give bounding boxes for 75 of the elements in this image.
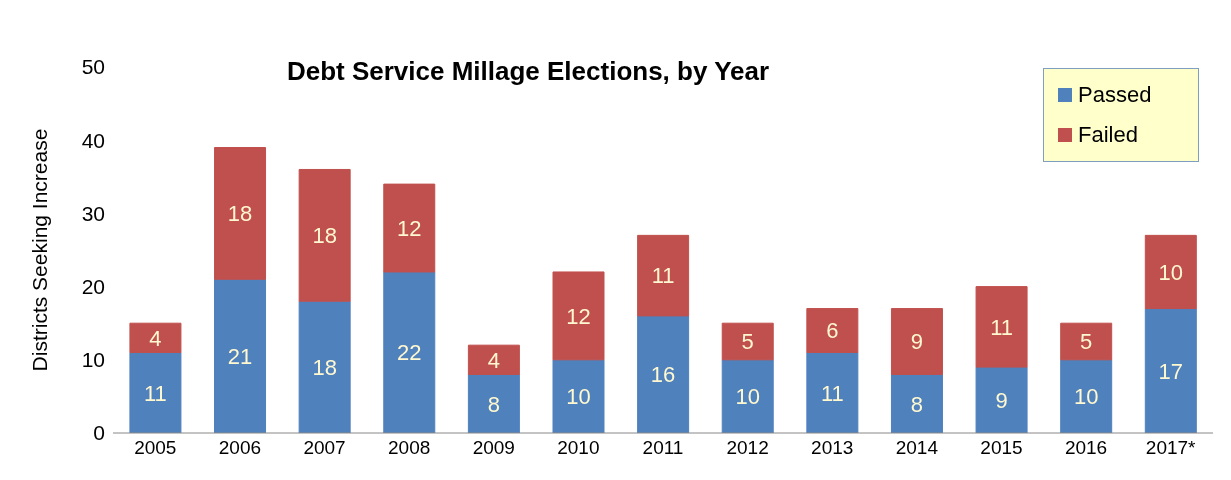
y-tick-label: 30 xyxy=(81,201,105,225)
y-axis-title: Districts Seeking Increase xyxy=(28,128,52,372)
bar xyxy=(637,315,690,433)
x-tick-label: 2009 xyxy=(472,437,515,459)
data-label: 12 xyxy=(397,215,422,241)
data-label: 10 xyxy=(735,384,760,410)
bar xyxy=(806,308,859,353)
bar xyxy=(637,234,690,317)
y-tick-label: 0 xyxy=(93,421,105,445)
y-tick-label: 40 xyxy=(81,128,105,152)
data-label: 16 xyxy=(650,362,676,388)
bar xyxy=(467,344,520,375)
bar xyxy=(298,300,351,433)
x-tick-label: 2006 xyxy=(218,437,262,459)
x-tick-label: 2015 xyxy=(980,437,1023,459)
bar xyxy=(890,373,943,433)
bar xyxy=(214,147,267,280)
bar xyxy=(298,168,351,302)
bar xyxy=(129,322,182,353)
data-label: 8 xyxy=(910,391,924,417)
bar xyxy=(975,366,1028,433)
data-label: 22 xyxy=(397,340,422,366)
bar xyxy=(1060,359,1113,433)
x-tick-label: 2008 xyxy=(388,437,431,459)
data-label: 9 xyxy=(910,329,924,355)
data-label: 21 xyxy=(227,343,253,369)
bar xyxy=(890,308,943,375)
x-tick-label: 2005 xyxy=(134,437,177,459)
bar xyxy=(721,359,774,433)
data-label: 11 xyxy=(990,314,1013,340)
bar xyxy=(129,351,182,433)
data-label: 4 xyxy=(149,325,162,351)
bar xyxy=(1144,234,1197,310)
data-label: 5 xyxy=(741,329,754,355)
data-label: 18 xyxy=(227,201,253,227)
x-tick-label: 2014 xyxy=(895,437,939,459)
data-label: 17 xyxy=(1158,358,1184,384)
chart-title: Debt Service Millage Elections, by Year xyxy=(285,56,771,87)
x-tick-label: 2017* xyxy=(1145,437,1197,459)
bar xyxy=(214,278,267,433)
bar xyxy=(552,271,605,361)
data-label: 6 xyxy=(826,318,839,344)
data-label: 4 xyxy=(487,347,501,373)
data-label: 9 xyxy=(995,387,1008,413)
bar xyxy=(1060,322,1113,361)
y-tick-label: 50 xyxy=(81,55,105,79)
bar xyxy=(1144,308,1197,433)
data-label: 8 xyxy=(487,391,501,417)
bar xyxy=(383,183,436,273)
data-label: 11 xyxy=(820,380,844,406)
bar xyxy=(383,271,436,433)
bar xyxy=(975,286,1028,368)
data-label: 11 xyxy=(144,380,167,406)
data-label: 12 xyxy=(566,303,591,329)
data-label: 11 xyxy=(651,263,675,289)
x-tick-label: 2013 xyxy=(811,437,854,459)
x-tick-label: 2011 xyxy=(642,437,684,459)
bar xyxy=(806,351,859,433)
x-tick-label: 2016 xyxy=(1064,437,1108,459)
data-label: 10 xyxy=(566,384,591,410)
data-label: 18 xyxy=(312,354,337,380)
bar xyxy=(552,359,605,433)
x-tick-label: 2007 xyxy=(303,437,346,459)
data-label: 10 xyxy=(1073,384,1099,410)
legend-label: Passed xyxy=(1078,81,1152,109)
data-label: 5 xyxy=(1080,329,1093,355)
y-tick-label: 20 xyxy=(81,275,105,299)
y-tick-label: 10 xyxy=(81,348,105,372)
bar xyxy=(721,322,774,361)
x-tick-label: 2010 xyxy=(557,437,600,459)
legend-label: Failed xyxy=(1078,121,1138,149)
data-label: 10 xyxy=(1158,259,1184,285)
data-label: 18 xyxy=(312,223,337,249)
bar xyxy=(467,373,520,433)
x-tick-label: 2012 xyxy=(726,437,769,459)
